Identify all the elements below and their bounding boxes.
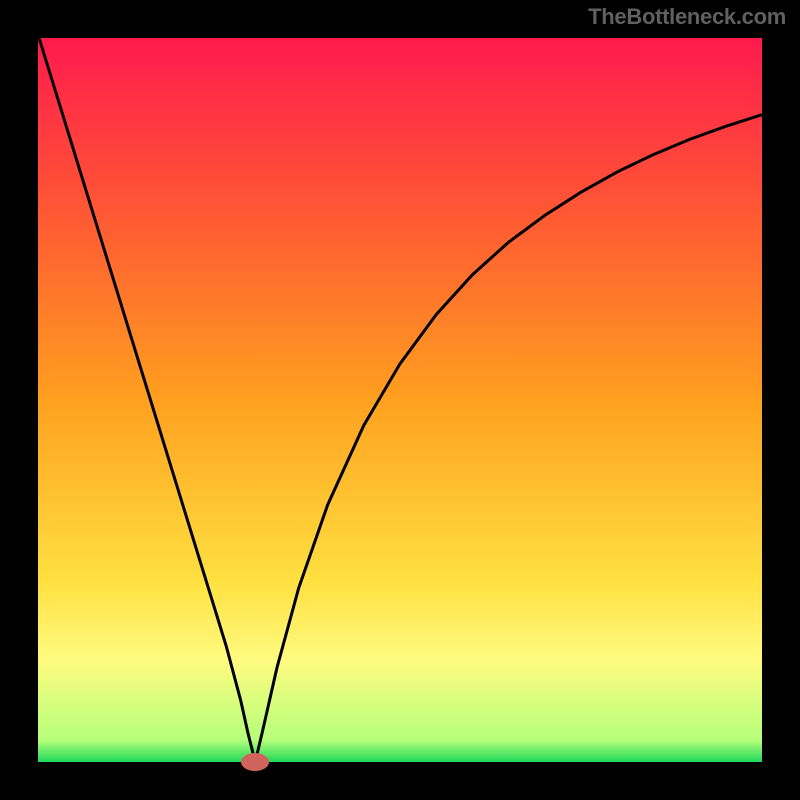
plot-area (38, 38, 762, 762)
bottleneck-curve (38, 34, 762, 762)
watermark-text: TheBottleneck.com (588, 4, 786, 30)
bottleneck-curve-svg (38, 38, 762, 762)
minimum-marker (241, 753, 269, 771)
